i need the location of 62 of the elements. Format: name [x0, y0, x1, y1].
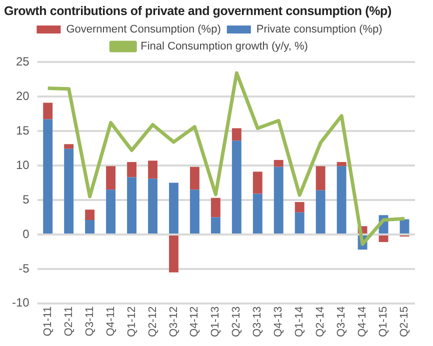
bar	[190, 166, 200, 190]
x-tick-label: Q1-11	[42, 306, 54, 336]
bar	[190, 190, 200, 234]
bar	[294, 212, 304, 234]
bar	[85, 210, 95, 220]
bar	[336, 166, 346, 234]
bar	[148, 160, 158, 179]
x-tick-label: Q1-15	[378, 306, 390, 338]
x-tick-label: Q2-13	[230, 306, 243, 338]
bar	[210, 217, 220, 234]
bar	[106, 190, 116, 234]
chart-title: Growth contributions of private and government consumption (%p)	[3, 3, 392, 18]
x-tick-label: Q2-14	[314, 306, 327, 338]
x-tick-label: Q2-11	[62, 306, 75, 336]
x-tick-label: Q3-12	[168, 306, 180, 338]
legend-label: Private consumption (%p)	[256, 24, 382, 36]
x-tick-label: Q4-11	[104, 306, 117, 336]
bar	[210, 198, 220, 218]
bar	[127, 162, 136, 178]
bar	[64, 148, 74, 234]
x-tick-label: Q3-14	[336, 306, 348, 338]
x-tick-label: Q4-13	[272, 306, 285, 338]
x-tick-label: Q2-12	[146, 306, 159, 338]
x-tick-label: Q1-13	[210, 306, 222, 338]
bar	[294, 202, 304, 212]
bar	[274, 166, 284, 234]
bar	[169, 182, 178, 234]
bar	[316, 166, 326, 190]
x-tick-label: Q1-12	[126, 306, 138, 338]
bar	[169, 235, 178, 272]
y-tick-label: 0	[22, 226, 30, 241]
y-tick-label: -5	[18, 261, 30, 276]
legend-label: Government Consumption (%p)	[66, 24, 221, 36]
bar	[232, 140, 242, 234]
y-tick-label: 25	[16, 54, 30, 68]
bar	[85, 220, 95, 234]
legend-label: Final Consumption growth (y/y, %)	[140, 40, 308, 53]
y-tick-label: 10	[16, 158, 30, 172]
bar	[378, 235, 388, 242]
y-tick-label: 20	[16, 88, 30, 103]
x-tick-label: Q2-15	[398, 306, 411, 338]
bar	[127, 177, 136, 234]
bar	[43, 102, 53, 120]
bar	[400, 219, 410, 234]
x-tick-label: Q4-12	[188, 306, 201, 338]
bar	[148, 178, 158, 234]
bar	[336, 162, 346, 166]
x-tick-label: Q4-14	[356, 306, 369, 338]
bar	[316, 190, 326, 234]
y-tick-label: -10	[12, 296, 30, 310]
bar	[252, 194, 262, 234]
bar	[106, 166, 116, 190]
x-tick-label: Q1-14	[294, 306, 306, 338]
x-tick-label: Q3-13	[252, 306, 264, 338]
y-tick-label: 15	[16, 123, 30, 138]
bar	[252, 172, 262, 194]
bar	[232, 128, 242, 141]
x-tick-label: Q3-11	[84, 306, 96, 336]
bar	[43, 119, 53, 234]
bar	[64, 144, 74, 149]
y-tick-label: 5	[22, 192, 30, 206]
bar	[274, 160, 284, 167]
